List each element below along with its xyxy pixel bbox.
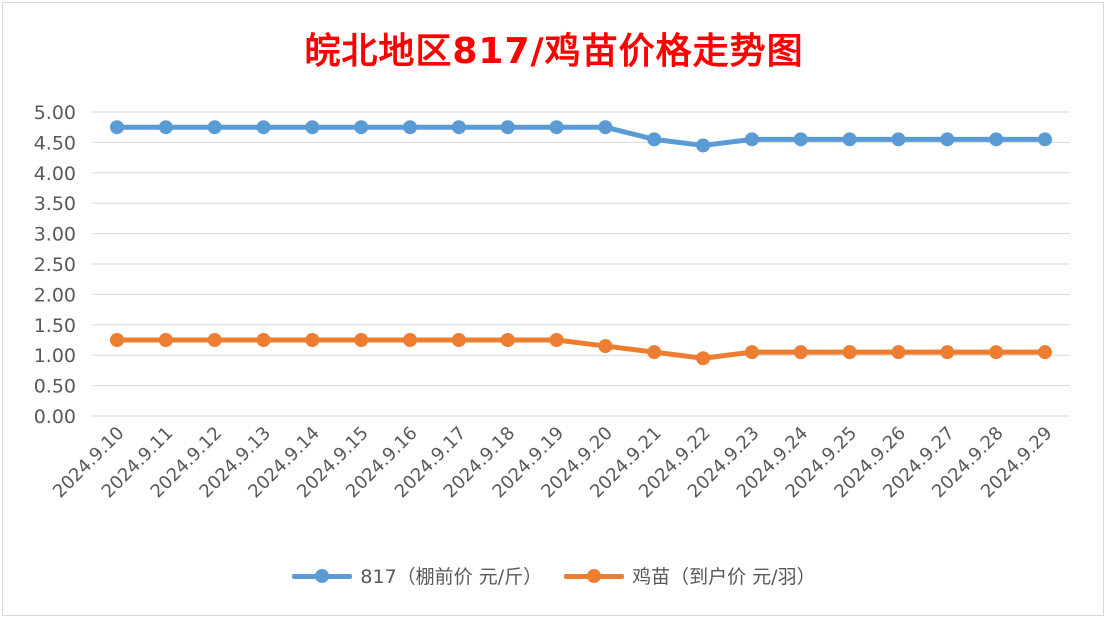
data-point <box>451 120 466 135</box>
y-tick-label: 0.00 <box>34 406 76 428</box>
data-point <box>158 333 173 347</box>
series-lines <box>110 120 1052 366</box>
data-point <box>647 132 662 147</box>
y-tick-label: 4.00 <box>34 163 76 185</box>
data-point <box>744 132 759 147</box>
y-tick-label: 3.50 <box>34 193 76 215</box>
legend-swatch <box>564 568 625 583</box>
data-point <box>207 333 222 347</box>
chart-title: 皖北地区817/鸡苗价格走势图 <box>304 31 804 72</box>
data-point <box>1038 132 1052 147</box>
series-2 <box>110 333 1052 366</box>
data-point <box>891 132 906 147</box>
legend-item: 鸡苗（到户价 元/羽） <box>564 562 816 589</box>
data-point <box>842 132 857 147</box>
y-tick-label: 1.50 <box>34 315 76 337</box>
data-point <box>305 120 320 135</box>
data-point <box>696 138 711 153</box>
gridlines <box>92 111 1070 417</box>
legend-swatch <box>292 568 353 583</box>
data-point <box>696 351 711 366</box>
data-point <box>451 333 466 347</box>
data-point <box>500 333 515 347</box>
legend-label: 鸡苗（到户价 元/羽） <box>632 566 816 588</box>
data-point <box>940 132 955 147</box>
y-tick-label: 4.50 <box>34 132 76 154</box>
data-point <box>989 132 1004 147</box>
data-point <box>403 333 418 347</box>
data-point <box>989 345 1004 360</box>
legend-label: 817（棚前价 元/斤） <box>360 566 543 588</box>
y-tick-label: 0.50 <box>34 376 76 398</box>
data-point <box>256 333 271 347</box>
data-point <box>744 345 759 360</box>
data-point <box>1038 345 1052 360</box>
data-point <box>549 120 564 135</box>
data-point <box>891 345 906 360</box>
data-point <box>598 120 613 135</box>
data-point <box>305 333 320 347</box>
y-tick-label: 1.00 <box>34 345 76 367</box>
data-point <box>354 333 369 347</box>
data-point <box>110 120 124 135</box>
data-point <box>647 345 662 360</box>
data-point <box>158 120 173 135</box>
data-point <box>256 120 271 135</box>
y-axis-ticks: 0.00 0.50 1.00 1.50 2.00 2.50 3.00 3.50 4.00 4.50… <box>34 102 76 428</box>
data-point <box>842 345 857 360</box>
data-point <box>110 333 124 347</box>
y-tick-label: 2.50 <box>34 254 76 276</box>
data-point <box>403 120 418 135</box>
data-point <box>500 120 515 135</box>
series-line <box>114 124 1048 148</box>
series-1 <box>110 120 1052 153</box>
data-point <box>940 345 955 360</box>
data-point <box>793 345 808 360</box>
series-line <box>114 337 1048 361</box>
data-point <box>207 120 222 135</box>
legend: 817（棚前价 元/斤） 鸡苗（到户价 元/羽） <box>0 562 1108 589</box>
legend-item: 817（棚前价 元/斤） <box>292 562 542 589</box>
data-point <box>549 333 564 347</box>
x-axis-ticks: 2024.9.102024.9.112024.9.122024.9.132024… <box>49 423 1057 503</box>
y-tick-label: 5.00 <box>34 102 76 124</box>
y-tick-label: 3.00 <box>34 224 76 246</box>
y-tick-label: 2.00 <box>34 284 76 306</box>
data-point <box>793 132 808 147</box>
data-point <box>598 339 613 354</box>
data-point <box>354 120 369 135</box>
